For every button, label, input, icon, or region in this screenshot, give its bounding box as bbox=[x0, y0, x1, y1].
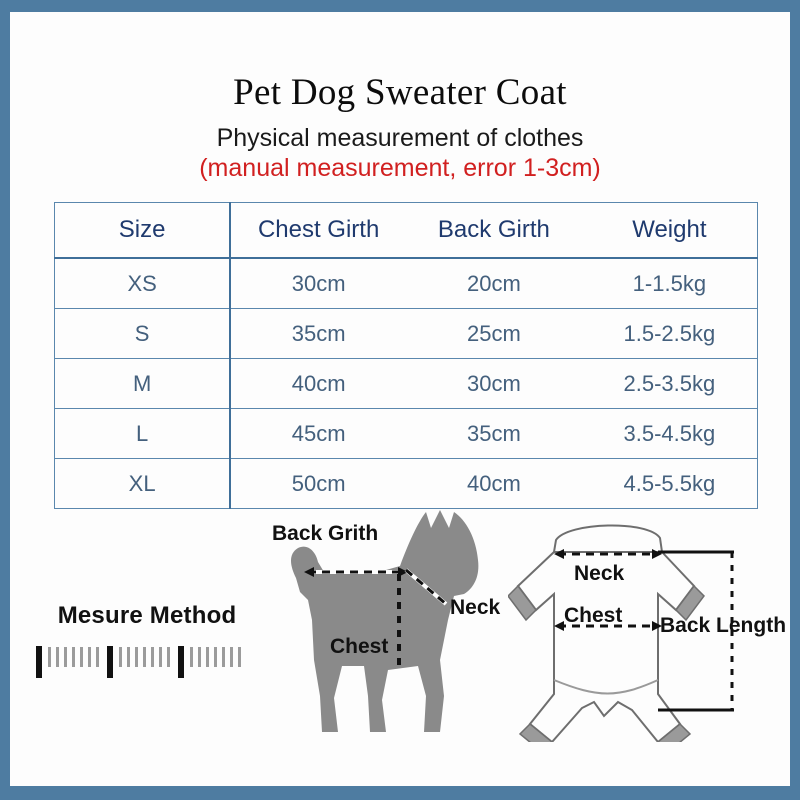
cell-weight: 3.5-4.5kg bbox=[581, 408, 758, 459]
cell-size: M bbox=[54, 358, 232, 409]
size-chart-table: Size Chest Girth Back Girth Weight XS 30… bbox=[54, 202, 758, 509]
cell-back-girth: 25cm bbox=[406, 308, 582, 359]
measure-method-title: Mesure Method bbox=[57, 602, 237, 629]
table-row: XL 50cm 40cm 4.5-5.5kg bbox=[54, 458, 758, 509]
dog-coat-outline-icon: Neck Chest Back Length bbox=[507, 502, 790, 754]
table-row: XS 30cm 20cm 1-1.5kg bbox=[54, 257, 758, 309]
dog-chest-label: Chest bbox=[330, 635, 389, 658]
cell-chest-girth: 35cm bbox=[230, 308, 406, 359]
cell-chest-girth: 45cm bbox=[230, 408, 406, 459]
measure-method-block: Mesure Method bbox=[32, 602, 262, 680]
column-header-back-girth: Back Girth bbox=[406, 202, 582, 259]
cell-back-girth: 35cm bbox=[406, 408, 582, 459]
cell-size: L bbox=[54, 408, 232, 459]
cell-size: XL bbox=[54, 458, 232, 509]
table-row: S 35cm 25cm 1.5-2.5kg bbox=[54, 308, 758, 359]
cell-weight: 1-1.5kg bbox=[581, 257, 758, 309]
column-header-chest-girth: Chest Girth bbox=[230, 202, 406, 259]
cell-chest-girth: 30cm bbox=[230, 257, 406, 309]
coat-neck-label: Neck bbox=[574, 562, 625, 585]
title-block: Pet Dog Sweater Coat Physical measuremen… bbox=[10, 72, 790, 183]
cell-back-girth: 30cm bbox=[406, 358, 582, 409]
coat-chest-label: Chest bbox=[564, 604, 623, 627]
dog-silhouette-icon: Back Grith Neck Chest bbox=[268, 500, 523, 745]
cell-back-girth: 40cm bbox=[406, 458, 582, 509]
tape-measure-icon bbox=[32, 644, 262, 680]
coat-back-length-label: Back Length bbox=[660, 614, 787, 637]
cell-chest-girth: 50cm bbox=[230, 458, 406, 509]
cell-weight: 4.5-5.5kg bbox=[581, 458, 758, 509]
cell-chest-girth: 40cm bbox=[230, 358, 406, 409]
column-header-size: Size bbox=[54, 202, 232, 259]
cell-size: S bbox=[54, 308, 232, 359]
illustration-area: Mesure Method bbox=[10, 492, 790, 786]
dog-back-girth-label: Back Grith bbox=[272, 522, 379, 545]
table-row: M 40cm 30cm 2.5-3.5kg bbox=[54, 358, 758, 409]
table-row: L 45cm 35cm 3.5-4.5kg bbox=[54, 408, 758, 459]
column-header-weight: Weight bbox=[581, 202, 758, 259]
table-header-row: Size Chest Girth Back Girth Weight bbox=[54, 202, 758, 259]
cell-size: XS bbox=[54, 257, 232, 309]
page-frame: Pet Dog Sweater Coat Physical measuremen… bbox=[10, 12, 790, 786]
cell-back-girth: 20cm bbox=[406, 257, 582, 309]
page-subtitle: Physical measurement of clothes bbox=[216, 123, 584, 152]
cell-weight: 2.5-3.5kg bbox=[581, 358, 758, 409]
measurement-notice: (manual measurement, error 1-3cm) bbox=[199, 154, 601, 183]
dog-neck-label: Neck bbox=[450, 596, 501, 619]
cell-weight: 1.5-2.5kg bbox=[581, 308, 758, 359]
page-title: Pet Dog Sweater Coat bbox=[233, 72, 567, 113]
